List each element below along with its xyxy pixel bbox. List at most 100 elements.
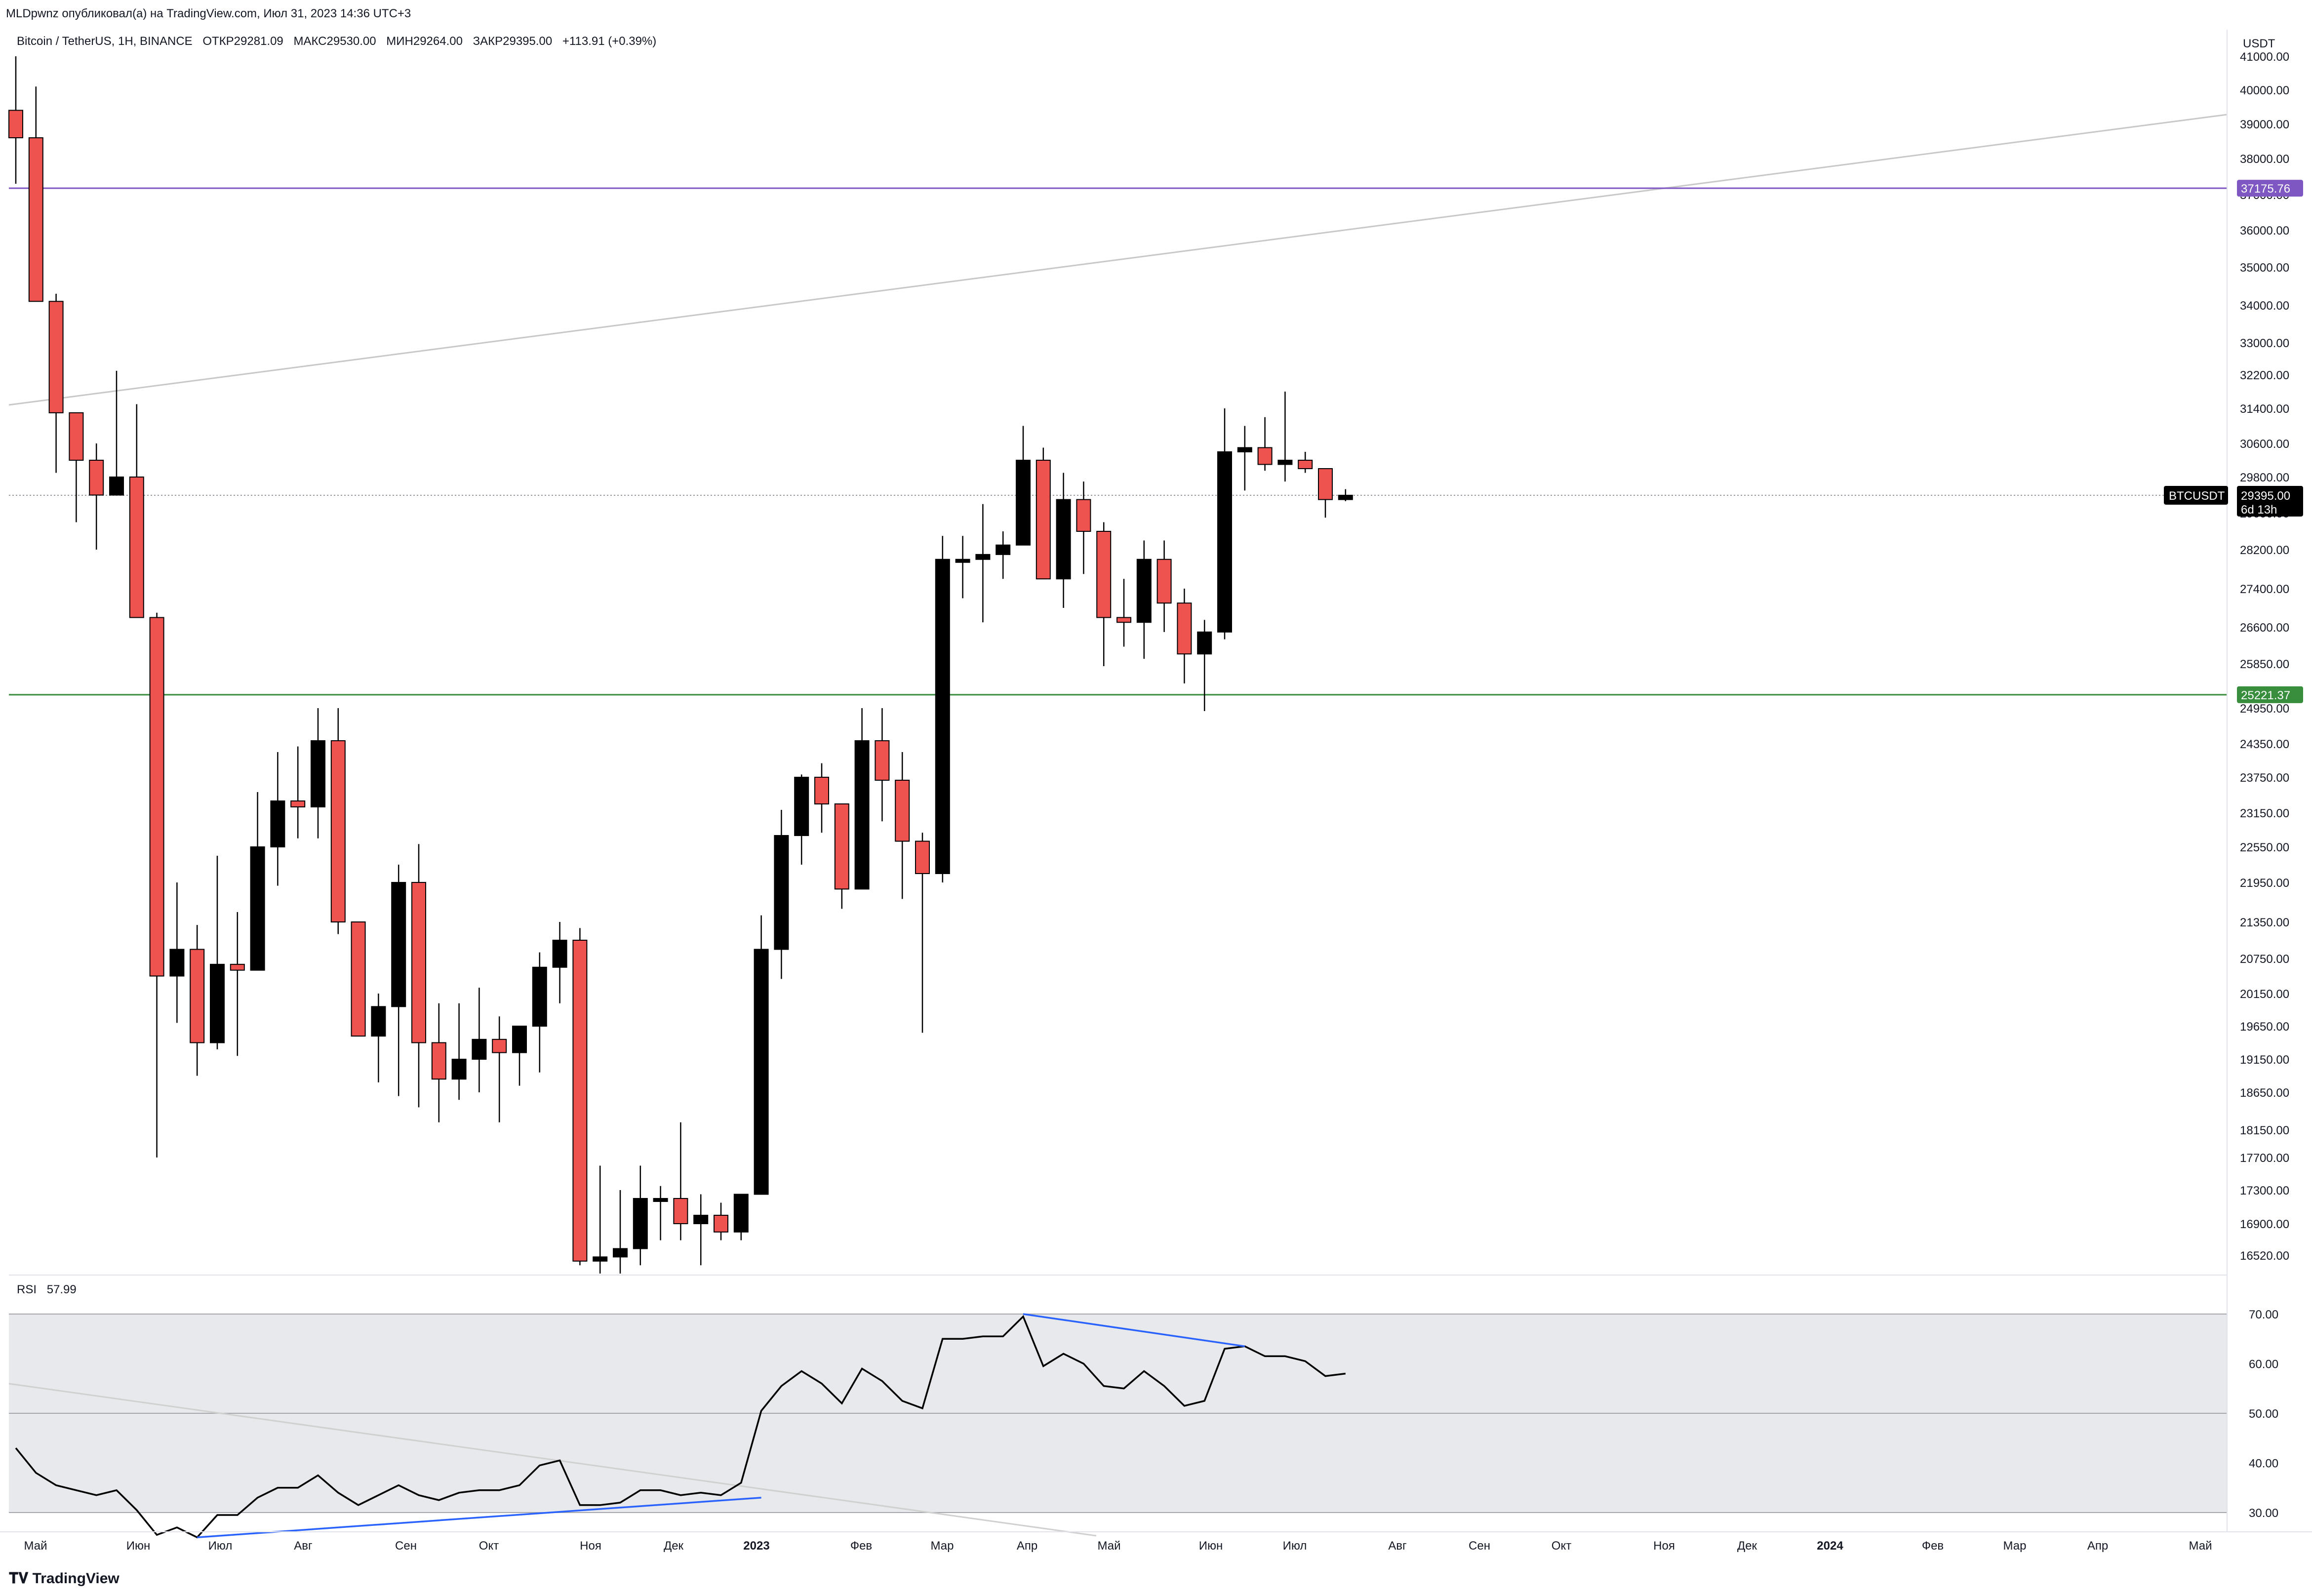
time-tick-label: Май	[24, 1539, 47, 1553]
price-tick-label: 25850.00	[2240, 658, 2289, 671]
rsi-name[interactable]: RSI	[17, 1283, 37, 1296]
time-tick-label: Сен	[395, 1539, 417, 1553]
candle	[290, 746, 306, 838]
price-tick-label: 35000.00	[2240, 261, 2289, 275]
last-price-badge-bg	[2237, 485, 2303, 517]
candle	[1136, 540, 1152, 659]
candle	[250, 792, 265, 971]
candle	[673, 1122, 688, 1240]
candle-body	[129, 477, 144, 618]
candle	[794, 774, 809, 865]
candle-body	[1338, 494, 1353, 500]
candle-body	[552, 940, 567, 968]
purple-level-badge-bg	[2237, 180, 2303, 197]
candle	[230, 912, 245, 1056]
time-axis[interactable]: Май Июн Июл Авг Сен Окт Ноя Дек 2023 Фев Мар Апр Май…	[0, 1531, 2312, 1553]
rsi-trend-line	[8, 1383, 1097, 1537]
price-tick-label: 41000.00	[2240, 50, 2289, 64]
last-price-value: 29395.00	[2241, 489, 2290, 503]
price-tick-label: 23150.00	[2240, 807, 2289, 820]
rsi-divergence-line	[1023, 1313, 1245, 1348]
candle-body	[653, 1198, 668, 1202]
candle-body	[290, 800, 306, 807]
candle	[351, 921, 366, 1037]
rsi-pane[interactable]	[8, 1313, 2227, 1539]
candle	[330, 708, 346, 934]
candle	[774, 810, 789, 979]
price-axis[interactable]: USDT 16520.00 16900.00 17300.00 17700.00 1815…	[2227, 30, 2289, 1532]
candle	[814, 763, 829, 833]
candle-body	[149, 617, 164, 977]
candle-body	[693, 1215, 709, 1224]
candle	[834, 803, 849, 909]
rsi-axis[interactable]: 30.00 40.00 50.00 60.00 70.00	[2249, 1308, 2278, 1520]
time-tick-label: 2024	[1817, 1539, 1843, 1553]
price-tick-label: 24350.00	[2240, 738, 2289, 751]
candle-body	[854, 740, 870, 890]
candle	[431, 1003, 446, 1122]
candle	[975, 504, 991, 623]
candle	[190, 925, 205, 1076]
candle-body	[895, 780, 910, 842]
candle-body	[1197, 631, 1212, 655]
candle	[693, 1194, 709, 1266]
candle-body	[1277, 460, 1293, 465]
candle	[875, 708, 890, 822]
high-value: МАКС29530.00	[293, 35, 376, 48]
candle-body	[1036, 460, 1051, 580]
candle	[532, 952, 547, 1073]
candle	[572, 928, 588, 1266]
price-tick-label: 20750.00	[2240, 953, 2289, 966]
candle-body	[1237, 447, 1252, 452]
candle	[492, 1016, 507, 1122]
candle-body	[472, 1038, 487, 1060]
time-tick-label: Ноя	[1653, 1539, 1675, 1553]
price-tick-label: 31400.00	[2240, 402, 2289, 416]
candle-body	[1056, 499, 1071, 580]
price-tick-label: 26600.00	[2240, 621, 2289, 635]
candle-body	[391, 882, 406, 1007]
time-tick-label: Июн	[1199, 1539, 1223, 1553]
price-tick-label: 17300.00	[2240, 1184, 2289, 1197]
time-tick-label: Апр	[1017, 1539, 1037, 1553]
price-pane[interactable]	[8, 56, 2228, 1276]
symbol-badge-bg	[2164, 485, 2228, 505]
candle-body	[774, 835, 789, 950]
time-tick-label: Фев	[850, 1539, 872, 1553]
purple-level-value: 37175.76	[2241, 182, 2290, 196]
price-tick-label: 28200.00	[2240, 544, 2289, 557]
tradingview-logo[interactable]: 𝐓𝐕 TradingView	[9, 1570, 120, 1587]
price-tick-label: 16900.00	[2240, 1218, 2289, 1231]
candle-body	[834, 803, 849, 890]
candle-body	[532, 966, 547, 1027]
candle	[996, 531, 1011, 579]
green-level-value: 25221.37	[2241, 689, 2290, 702]
candle-body	[935, 559, 950, 874]
candle	[854, 708, 870, 890]
candle-body	[1076, 499, 1091, 532]
time-tick-label: Фев	[1922, 1539, 1944, 1553]
candle	[270, 752, 285, 886]
candle-body	[311, 740, 325, 807]
candle-body	[1298, 460, 1313, 469]
price-tick-label: 23750.00	[2240, 771, 2289, 785]
candle-body	[1318, 468, 1333, 500]
candle-body	[754, 949, 769, 1195]
candle	[613, 1190, 628, 1274]
candle	[1318, 468, 1333, 518]
tradingview-brand: TradingView	[32, 1570, 120, 1587]
candle-body	[714, 1215, 728, 1233]
rsi-value: 57.99	[46, 1283, 77, 1296]
candle	[512, 1026, 527, 1086]
symbol-name[interactable]: Bitcoin / TetherUS, 1H, BINANCE	[17, 35, 193, 48]
candle-body	[250, 846, 265, 971]
candle-body	[371, 1006, 386, 1037]
low-value: МИН29264.00	[386, 35, 463, 48]
countdown-value: 6d 13h	[2241, 503, 2277, 517]
price-tick-label: 16520.00	[2240, 1249, 2289, 1263]
candle-body	[673, 1198, 688, 1224]
rsi-tick-label: 60.00	[2249, 1358, 2278, 1371]
candle-body	[190, 949, 205, 1043]
candle-body	[1257, 447, 1273, 465]
